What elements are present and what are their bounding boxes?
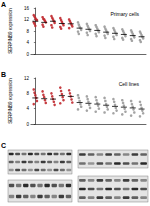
svg-text:Primary cells: Primary cells xyxy=(110,11,139,17)
svg-text:Cell lines: Cell lines xyxy=(119,81,140,87)
svg-text:12: 12 xyxy=(24,17,30,22)
svg-text:16: 16 xyxy=(24,6,30,11)
svg-text:A: A xyxy=(1,1,6,8)
svg-text:SERPINB9 expression: SERPINB9 expression xyxy=(8,8,13,54)
svg-text:12: 12 xyxy=(24,76,30,81)
svg-text:4: 4 xyxy=(26,40,29,45)
svg-text:4: 4 xyxy=(26,106,29,111)
svg-text:0: 0 xyxy=(26,52,29,57)
svg-text:SERPINB9 expression: SERPINB9 expression xyxy=(8,78,13,124)
svg-text:8: 8 xyxy=(26,91,29,96)
svg-text:B: B xyxy=(1,71,6,78)
svg-text:8: 8 xyxy=(26,29,29,34)
svg-text:0: 0 xyxy=(26,122,29,127)
svg-text:C: C xyxy=(1,142,6,149)
